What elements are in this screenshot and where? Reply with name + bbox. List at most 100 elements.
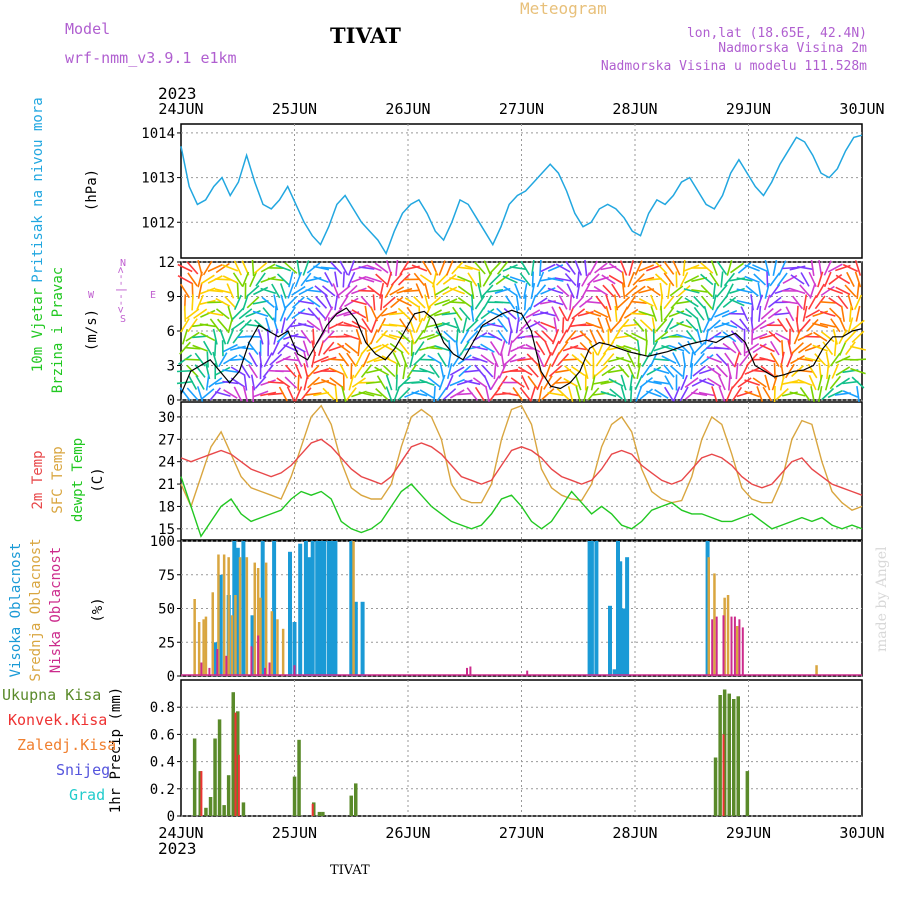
- cloud-bar-0: [326, 541, 331, 676]
- wind-barb: [693, 352, 705, 367]
- wind-barb: [844, 330, 857, 344]
- cloud-bar-2: [715, 616, 718, 676]
- wind-barb: [284, 376, 298, 389]
- wind-barb: [752, 264, 768, 272]
- cloud-bar-1: [815, 665, 818, 676]
- wind-barb: [456, 266, 473, 270]
- wind-barb: [631, 332, 647, 341]
- wind-barb: [693, 306, 705, 321]
- wind-barb: [718, 386, 726, 402]
- wind-barb: [192, 344, 208, 352]
- wind-barb: [434, 298, 450, 306]
- wind-barb: [388, 334, 405, 340]
- wind-barb: [849, 305, 852, 322]
- wind-barb: [641, 364, 652, 379]
- y-tick-label-temperature: 24: [158, 455, 175, 471]
- wind-barb: [699, 354, 714, 366]
- wind-barb: [855, 305, 861, 322]
- wind-barb: [370, 317, 378, 334]
- wind-barb: [307, 307, 320, 321]
- wind-barb: [434, 311, 451, 317]
- wind-barb: [351, 309, 367, 319]
- wind-barb: [509, 276, 526, 283]
- precip-bar-0: [349, 795, 353, 816]
- wind-barb: [733, 351, 741, 368]
- cloud-title-high: Visoka Oblacnost: [8, 543, 24, 678]
- wind-barb: [276, 273, 290, 286]
- wind-barb: [324, 306, 334, 322]
- wind-barb: [585, 300, 602, 304]
- wind-barb: [620, 374, 627, 391]
- wind-barb: [762, 386, 773, 402]
- wind-barb: [285, 318, 297, 332]
- wind-barb: [534, 330, 547, 343]
- cloud-bar-1: [726, 595, 730, 676]
- wind-barb: [760, 307, 774, 320]
- wind-barb: [541, 330, 555, 343]
- wind-barb: [385, 374, 393, 391]
- wind-barb: [774, 312, 791, 316]
- wind-barb: [200, 388, 215, 400]
- wind-barb: [483, 374, 492, 391]
- compass-n: N: [120, 258, 126, 269]
- wind-barb: [646, 285, 661, 297]
- wind-barb: [820, 331, 835, 343]
- wind-barb: [851, 319, 865, 331]
- x-tick-label-bottom: 28JUN: [612, 824, 657, 842]
- wind-barb: [716, 295, 728, 310]
- wind-barb: [589, 329, 598, 345]
- cloud-bar-2: [722, 615, 725, 677]
- pressure-title: Pritisak na nivou mora: [30, 97, 46, 282]
- cloud-bar-2: [466, 667, 468, 676]
- wind-barb: [426, 322, 443, 328]
- wind-barb: [791, 342, 804, 355]
- wind-barb: [763, 294, 771, 311]
- wind-barb: [457, 275, 473, 284]
- wind-barb: [215, 297, 231, 307]
- wind-barb: [629, 374, 633, 391]
- wind-barb: [820, 285, 835, 297]
- wind-barb: [343, 333, 360, 340]
- wind-barb: [706, 356, 723, 364]
- wind-barb: [205, 374, 210, 391]
- precip-legend-4: Grad: [69, 786, 105, 804]
- meteogram-label: Meteogram: [520, 0, 607, 18]
- wind-barb: [691, 378, 707, 387]
- wind-barb: [714, 321, 730, 329]
- wind-barb: [313, 275, 329, 283]
- wind-barb: [222, 343, 238, 353]
- wind-barb: [810, 386, 815, 402]
- wind-barb: [702, 317, 711, 333]
- cloud-bar-1: [723, 597, 726, 676]
- wind-barb: [328, 358, 345, 361]
- wind-barb: [641, 352, 651, 367]
- wind-barb: [581, 272, 591, 287]
- wind-barb: [242, 386, 249, 402]
- y-tick-label-wind: 9: [167, 290, 175, 306]
- wind-barb: [509, 266, 526, 270]
- wind-barb: [347, 260, 355, 276]
- wind-barb: [284, 296, 298, 309]
- wind-barb: [579, 352, 592, 367]
- wind-barb: [498, 363, 507, 379]
- wind-barb: [533, 297, 548, 308]
- wind-barb: [453, 317, 461, 334]
- wind-barb: [315, 307, 327, 321]
- wind-barb: [271, 283, 281, 299]
- lonlat-label: lon,lat (18.65E, 42.4N): [687, 26, 867, 41]
- cloud-bar-1: [707, 557, 710, 676]
- wind-barb: [311, 351, 316, 368]
- wind-barb: [775, 388, 789, 400]
- wind-barb: [334, 271, 339, 288]
- wind-barb: [764, 282, 770, 299]
- wind-barb: [404, 297, 419, 308]
- wind-barb: [269, 353, 283, 366]
- wind-title-2: Brzina i Pravac: [50, 267, 66, 393]
- wind-barb: [526, 364, 539, 378]
- wind-barb: [692, 365, 706, 377]
- wind-barb: [351, 275, 367, 284]
- cloud-bar-1: [197, 622, 201, 676]
- wind-barb: [246, 296, 260, 309]
- wind-barb: [298, 286, 314, 296]
- wind-barb: [609, 388, 623, 400]
